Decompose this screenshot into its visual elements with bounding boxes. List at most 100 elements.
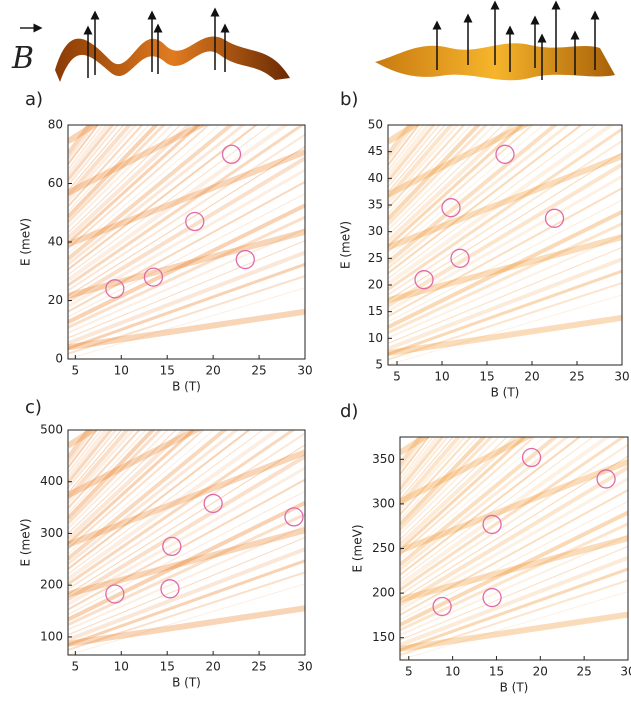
x-tick-label: 5 — [393, 370, 401, 384]
fan-line — [68, 430, 123, 494]
x-tick-label: 20 — [524, 370, 539, 384]
y-tick-label: 200 — [372, 586, 395, 600]
y-tick-label: 500 — [40, 423, 63, 437]
fan-line — [400, 437, 478, 520]
fan-line — [400, 437, 467, 511]
fan-line — [400, 545, 628, 641]
fan-line — [68, 430, 196, 545]
illustration-right — [375, 0, 615, 81]
y-tick-label: 200 — [40, 578, 63, 592]
x-tick-label: 20 — [205, 660, 220, 674]
fan-line — [68, 525, 305, 631]
x-tick-label: 20 — [205, 364, 220, 378]
fan-line — [400, 567, 628, 652]
x-tick-label: 10 — [434, 370, 449, 384]
fan-line — [68, 228, 305, 334]
fan-line — [68, 125, 290, 282]
fan-line — [400, 437, 519, 547]
fan-line — [68, 430, 163, 525]
fan-line — [68, 430, 188, 541]
fan-line — [68, 430, 118, 489]
fan-line — [400, 437, 527, 551]
fan-line — [388, 125, 454, 199]
fan-line — [68, 125, 305, 287]
y-tick-label: 300 — [372, 496, 395, 510]
fan-line — [400, 437, 454, 500]
fan-line — [68, 125, 181, 234]
fan-line — [68, 125, 100, 165]
fan-line — [68, 583, 305, 655]
fan-line — [68, 490, 305, 615]
fan-line — [388, 125, 559, 264]
fan-line — [388, 153, 622, 251]
fan-line — [68, 125, 159, 219]
fan-line — [388, 314, 622, 356]
fan-line — [388, 125, 436, 183]
fan-line — [68, 287, 305, 359]
highlight-circle — [482, 587, 502, 608]
highlight-circle — [284, 507, 304, 527]
fan-line — [388, 125, 441, 188]
highlight-circle — [105, 279, 125, 299]
fan-line — [400, 437, 487, 526]
fan-line — [400, 455, 628, 601]
y-tick-label: 60 — [48, 176, 63, 190]
x-tick-label: 10 — [445, 665, 460, 679]
y-tick-label: 0 — [55, 352, 63, 366]
fan-line — [400, 437, 559, 567]
fan-line — [68, 250, 305, 346]
fan-line — [388, 199, 622, 323]
x-axis-label: B (T) — [172, 676, 201, 690]
x-tick-label: 30 — [297, 364, 312, 378]
fan-line — [388, 125, 516, 243]
y-tick-label: 40 — [48, 235, 63, 249]
y-tick-label: 300 — [40, 526, 63, 540]
highlight-circle — [482, 514, 502, 535]
y-axis-label: E (meV) — [339, 221, 353, 269]
fan-line — [388, 152, 622, 301]
fan-line — [388, 125, 466, 210]
fan-line — [388, 125, 431, 178]
fan-line — [68, 430, 113, 484]
y-tick-label: 40 — [368, 171, 383, 185]
fan-line — [68, 125, 120, 186]
fan-line — [68, 432, 305, 591]
x-tick-label: 10 — [114, 364, 129, 378]
fan-line — [68, 571, 305, 651]
fan-line — [388, 234, 622, 339]
fan-line — [400, 437, 536, 556]
x-axis-label: B (T) — [172, 380, 201, 394]
fan-line — [68, 430, 147, 514]
fan-line — [400, 579, 628, 656]
fan-line — [400, 437, 494, 531]
fan-line — [68, 180, 305, 313]
plot-frame — [387, 124, 623, 366]
fan-line — [68, 125, 144, 207]
fan-line — [388, 140, 622, 296]
fan-line — [68, 430, 251, 570]
fan-line — [68, 430, 136, 505]
fan-line — [68, 430, 156, 520]
b-vector-symbol: B — [11, 41, 34, 76]
fan-line — [388, 125, 525, 248]
x-tick-label: 5 — [72, 660, 80, 674]
fan-line — [388, 282, 622, 361]
y-tick-label: 350 — [372, 452, 395, 466]
y-axis-label: E (meV) — [19, 518, 33, 566]
fan-line — [68, 466, 305, 606]
fan-line — [68, 444, 305, 595]
fan-line — [68, 193, 305, 318]
fan-line — [400, 437, 534, 505]
panel-label: d) — [340, 401, 358, 422]
x-tick-label: 15 — [160, 660, 175, 674]
x-tick-label: 20 — [533, 665, 548, 679]
fan-line — [68, 125, 174, 229]
x-tick-label: 15 — [489, 665, 504, 679]
x-tick-label: 5 — [72, 364, 80, 378]
fan-line — [68, 203, 305, 324]
fan-line — [68, 125, 211, 250]
highlight-circle — [185, 211, 205, 232]
y-tick-label: 50 — [368, 118, 383, 132]
fan-line — [400, 437, 570, 571]
